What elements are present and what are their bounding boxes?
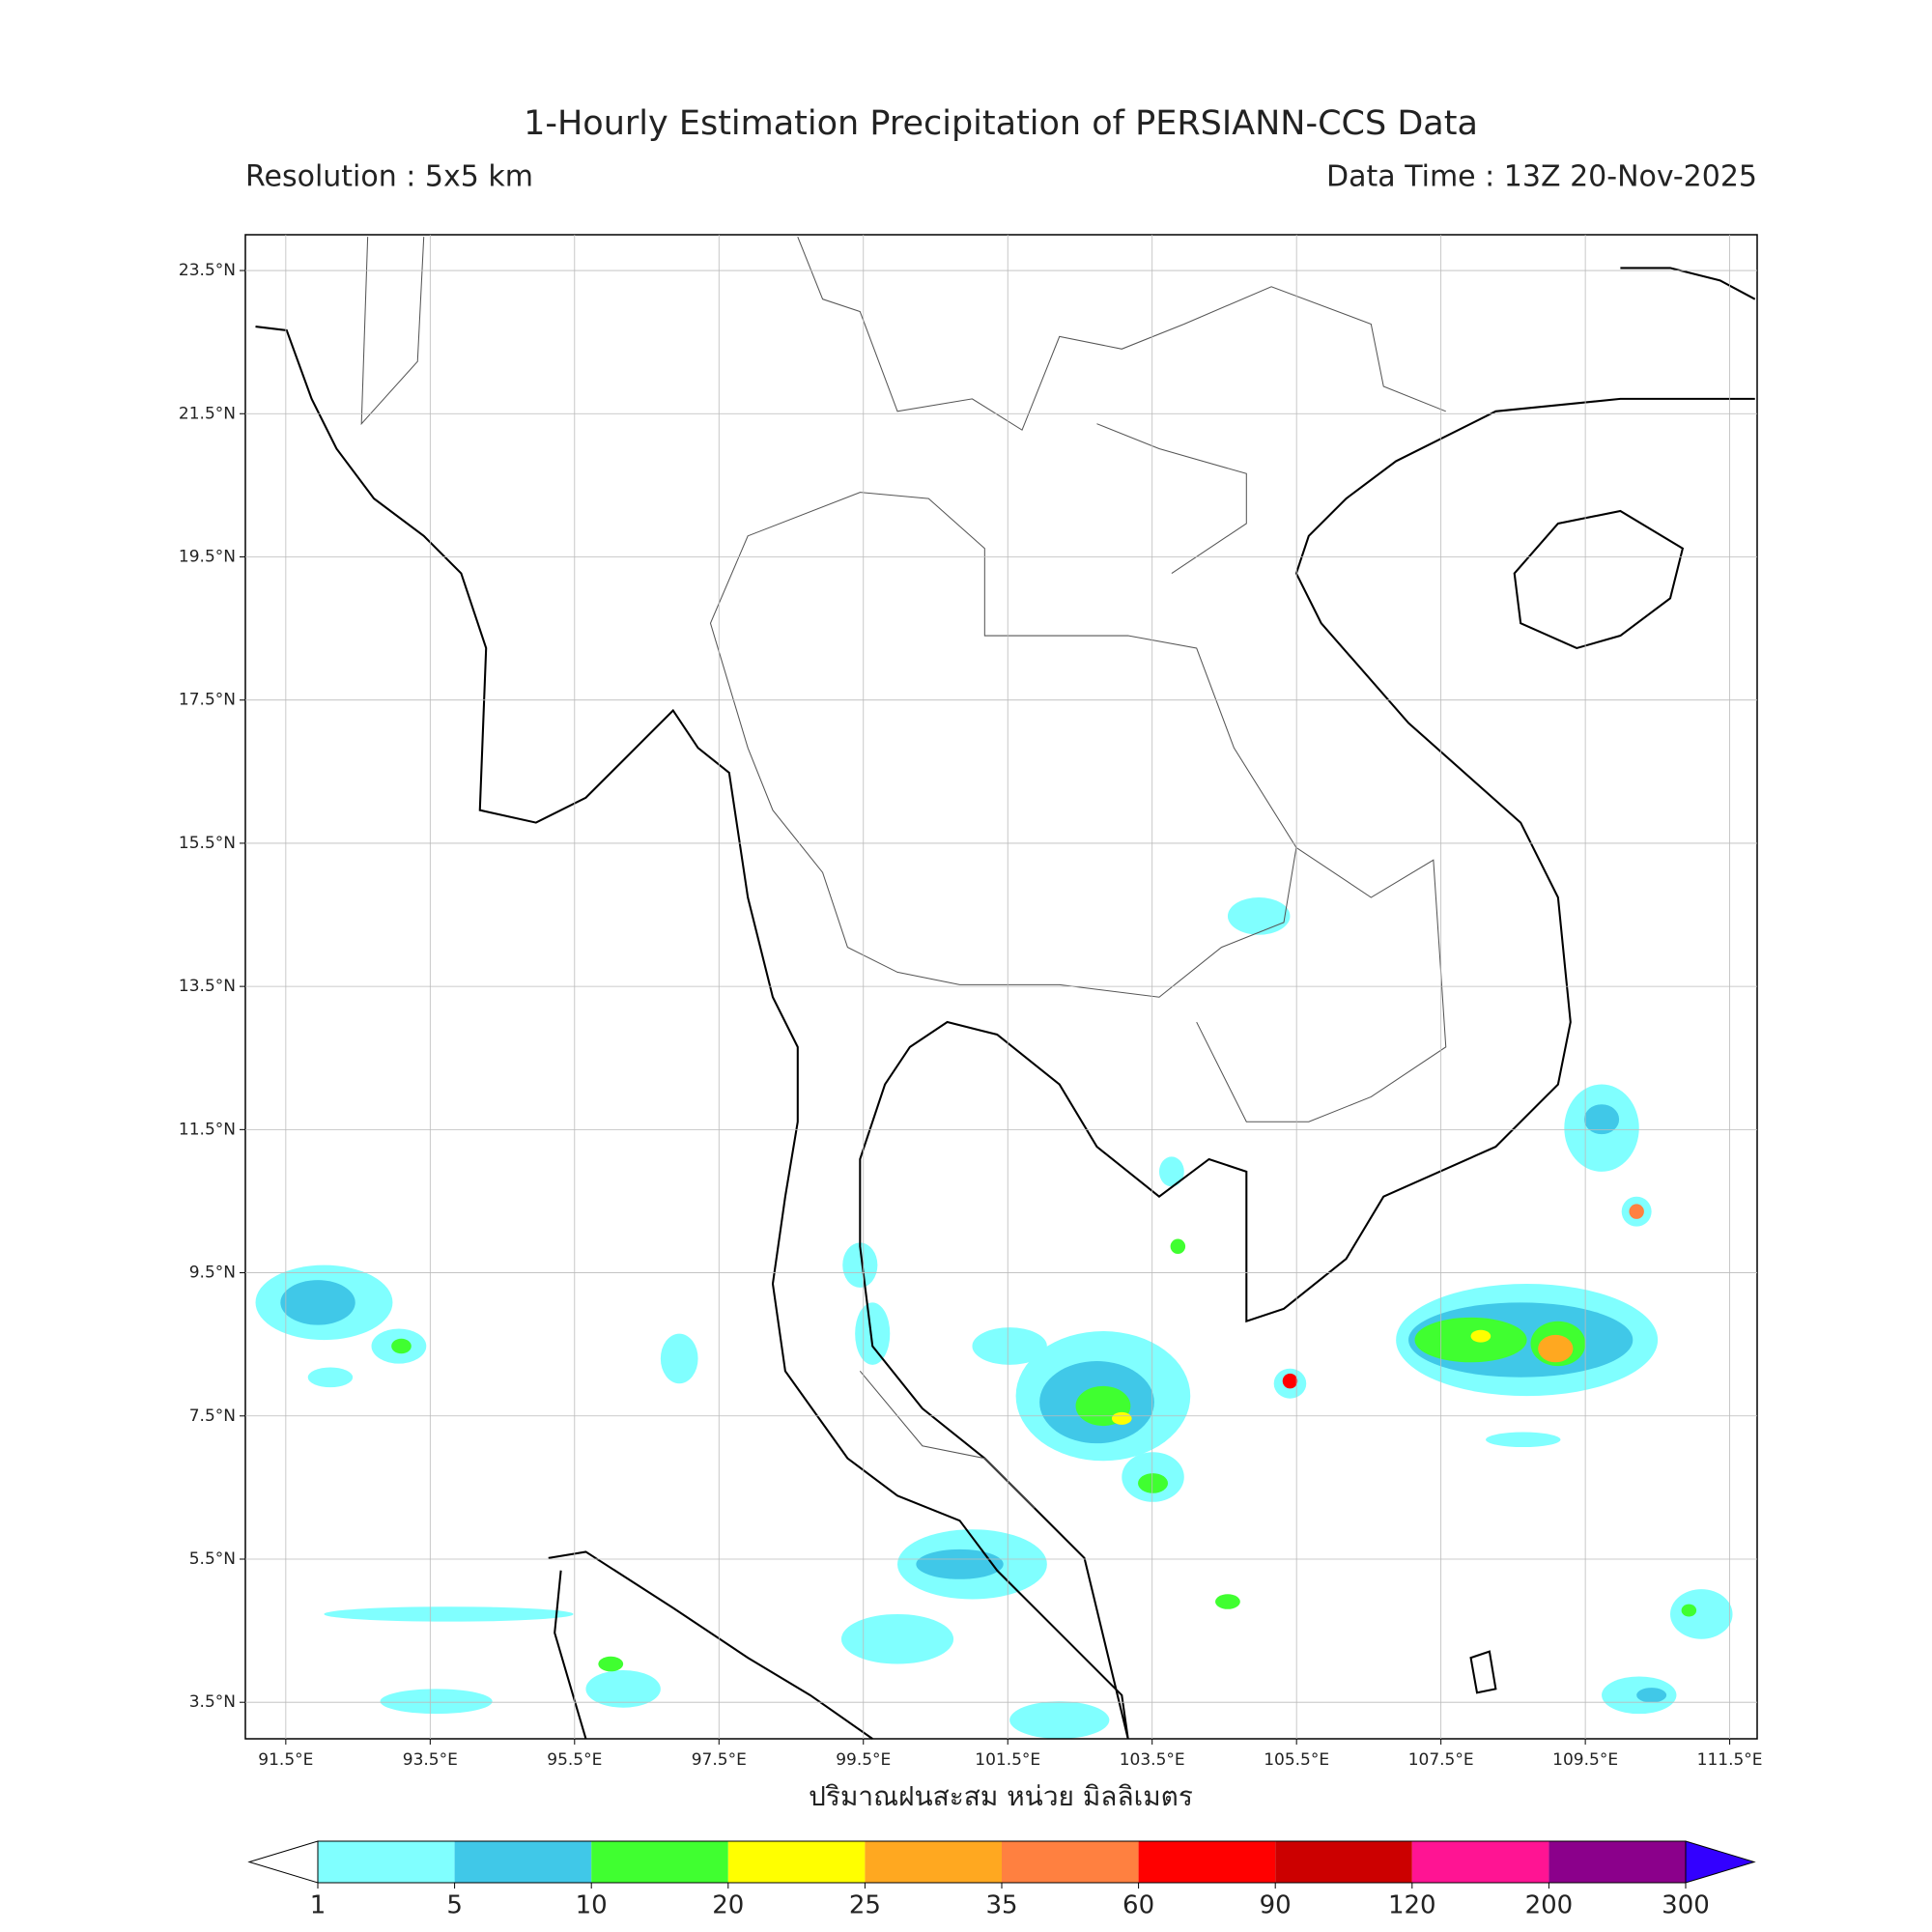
lat-tick-label: 3.5°N (189, 1692, 236, 1712)
lon-tick-label: 97.5°E (692, 1750, 747, 1770)
colorbar-segment (591, 1841, 728, 1883)
colorbar-over (1685, 1840, 1756, 1884)
colorbar-tick-label: 20 (712, 1891, 744, 1920)
lon-tick-label: 109.5°E (1552, 1750, 1618, 1770)
lon-tick-label: 95.5°E (547, 1750, 602, 1770)
lat-tick-label: 5.5°N (189, 1549, 236, 1569)
colorbar-tick-label: 120 (1388, 1891, 1436, 1920)
colorbar-tick-label: 300 (1662, 1891, 1710, 1920)
colorbar-tick-label: 60 (1122, 1891, 1154, 1920)
colorbar-segment (318, 1841, 455, 1883)
lon-tick-label: 99.5°E (836, 1750, 891, 1770)
lon-tick-label: 111.5°E (1697, 1750, 1763, 1770)
lon-tick-label: 91.5°E (258, 1750, 313, 1770)
colorbar-segment (865, 1841, 1002, 1883)
lon-tick-label: 107.5°E (1408, 1750, 1474, 1770)
colorbar-segment (1138, 1841, 1276, 1883)
lat-tick-label: 7.5°N (189, 1406, 236, 1426)
lon-tick-label: 105.5°E (1264, 1750, 1329, 1770)
colorbar-tick-label: 90 (1260, 1891, 1292, 1920)
colorbar-tick-label: 25 (849, 1891, 881, 1920)
lat-tick-label: 21.5°N (179, 404, 236, 423)
lat-tick-label: 11.5°N (179, 1120, 236, 1139)
colorbar-segment (454, 1841, 592, 1883)
colorbar-segment (1411, 1841, 1549, 1883)
geography (255, 236, 1756, 1740)
colorbar-segment (727, 1841, 866, 1883)
lat-tick-label: 15.5°N (179, 834, 236, 853)
colorbar-tick-label: 35 (985, 1891, 1017, 1920)
lat-tick-label: 13.5°N (179, 977, 236, 996)
lon-tick-label: 103.5°E (1120, 1750, 1185, 1770)
colorbar-tick-label: 200 (1525, 1891, 1574, 1920)
lon-tick-label: 93.5°E (403, 1750, 458, 1770)
colorbar-tick-label: 5 (446, 1891, 463, 1920)
resolution: Resolution : 5x5 km (245, 160, 533, 194)
lon-tick-label: 101.5°E (975, 1750, 1040, 1770)
colorbar-under (247, 1840, 319, 1884)
lat-tick-label: 9.5°N (189, 1264, 236, 1283)
colorbar-segment (1275, 1841, 1412, 1883)
lat-tick-label: 19.5°N (179, 547, 236, 566)
colorbar-tick-label: 10 (576, 1891, 608, 1920)
colorbar-segment (1002, 1841, 1139, 1883)
title: 1-Hourly Estimation Precipitation of PER… (524, 104, 1478, 143)
lat-tick-label: 23.5°N (179, 261, 236, 280)
colorbar-segment (1548, 1841, 1686, 1883)
colorbar-tick-label: 1 (310, 1891, 327, 1920)
lat-tick-label: 17.5°N (179, 691, 236, 710)
x-axis-label: ปริมาณฝนสะสม หน่วย มิลลิเมตร (809, 1780, 1193, 1812)
data-time: Data Time : 13Z 20-Nov-2025 (1326, 160, 1757, 194)
